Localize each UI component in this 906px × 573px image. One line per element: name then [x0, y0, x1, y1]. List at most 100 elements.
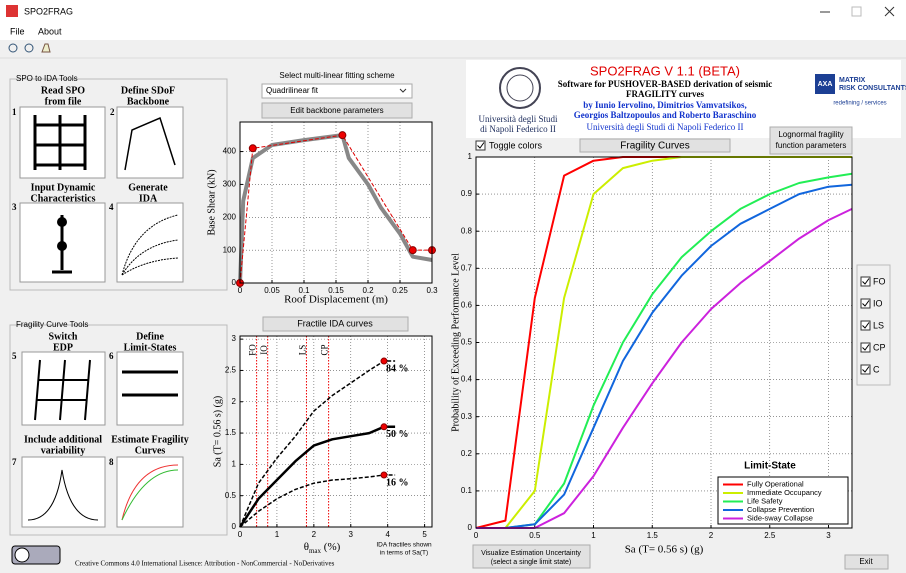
- x-tick-label: 5: [422, 530, 427, 539]
- tool-label: variability: [41, 445, 85, 456]
- variability-icon[interactable]: [22, 457, 105, 527]
- point: [249, 145, 256, 152]
- y-tick-label: 0.5: [461, 338, 473, 347]
- sponsor-name: MATRIX: [839, 77, 866, 84]
- legend-label: Side-sway Collapse: [747, 513, 813, 522]
- y-tick-label: 0.3: [461, 412, 473, 421]
- tool-label: Generate: [128, 182, 168, 193]
- y-tick-label: 1.5: [225, 428, 237, 437]
- zoom-out-tool[interactable]: [25, 44, 33, 52]
- y-tick-label: 0.1: [461, 486, 473, 495]
- tool-icons: [20, 107, 183, 527]
- tool-label: Curves: [135, 445, 166, 456]
- limit-state-toggle-label: CP: [873, 342, 886, 352]
- app-icon: [6, 5, 18, 17]
- y-axis-label: Probability of Exceeding Performance Lev…: [450, 253, 461, 432]
- menu-bar: [0, 22, 906, 40]
- tool-label: Define: [136, 331, 164, 342]
- x-tick-label: 1: [275, 530, 280, 539]
- authors: Georgios Baltzopoulos and Roberto Barasc…: [574, 110, 757, 120]
- cc-badge-mark: [15, 548, 29, 562]
- ida-icon[interactable]: [117, 203, 183, 282]
- x-axis-label: θmax (%): [304, 541, 341, 555]
- fractile-label: 16 %: [386, 477, 409, 488]
- y-tick-label: 0: [468, 523, 473, 532]
- y-tick-label: 300: [223, 180, 237, 189]
- group-title: SPO to IDA Tools: [16, 74, 78, 83]
- y-tick-label: 0.2: [461, 449, 473, 458]
- x-tick-label: 2: [312, 530, 317, 539]
- limit-state-icon[interactable]: [117, 352, 183, 425]
- menu-about[interactable]: About: [38, 26, 62, 36]
- x-tick-label: 4: [385, 530, 390, 539]
- tool-label: IDA: [139, 193, 158, 204]
- ida-note: IDA fractiles shown: [376, 542, 432, 549]
- tool-label: Limit-States: [124, 342, 177, 353]
- x-tick-label: 3: [826, 531, 831, 540]
- x-tick-label: 2.5: [764, 531, 776, 540]
- tool-number: 1: [12, 107, 17, 117]
- limit-state-toggle-label: FO: [873, 276, 886, 286]
- tool-label: Characteristics: [31, 193, 96, 204]
- x-tick-label: 0: [238, 530, 243, 539]
- tool-number: 5: [12, 351, 17, 361]
- x-tick-label: 0: [238, 286, 243, 295]
- fractile-label: 50 %: [386, 429, 409, 440]
- tool-label: EDP: [53, 342, 73, 353]
- y-tick-label: 0.5: [225, 491, 237, 500]
- x-axis-label-subscript: max: [309, 547, 322, 555]
- fragility-icon[interactable]: [117, 457, 183, 527]
- tool-label: Backbone: [127, 96, 170, 107]
- x-tick-label: 3: [349, 530, 354, 539]
- tool-label: Estimate Fragility: [111, 434, 188, 445]
- fragility-header-label: Fragility Curves: [620, 141, 689, 152]
- button-label: Lognormal fragility: [778, 130, 843, 139]
- y-tick-label: 0.9: [461, 189, 473, 198]
- y-tick-label: 1: [468, 152, 473, 161]
- tool-number: 4: [109, 202, 114, 212]
- zoom-in-tool[interactable]: [9, 44, 17, 52]
- menu-file[interactable]: File: [10, 26, 25, 36]
- y-tick-label: 100: [223, 245, 237, 254]
- axa-mark: AXA: [818, 81, 833, 88]
- y-tick-label: 2.5: [225, 366, 237, 375]
- app-title: SPO2FRAG V 1.1 (BETA): [590, 63, 740, 78]
- y-tick-label: 0.6: [461, 301, 473, 310]
- limit-state-toggle-label: C: [873, 364, 880, 374]
- plot-area: [476, 157, 852, 528]
- university-name: di Napoli Federico II: [480, 124, 556, 134]
- legend-title: Limit-State: [744, 461, 796, 472]
- y-tick-label: 0: [232, 278, 237, 287]
- y-tick-label: 0.4: [461, 375, 473, 384]
- y-tick-label: 1: [232, 459, 237, 468]
- button-label: function parameters: [776, 141, 847, 150]
- x-tick-label: 2: [709, 531, 714, 540]
- tool-label: Include additional: [24, 434, 102, 445]
- point: [409, 247, 416, 254]
- x-axis-label: Sa (T= 0.56 s) (g): [625, 544, 704, 556]
- tool-label: Input Dynamic: [31, 182, 96, 193]
- ida-note: in terms of Sa(T): [380, 550, 428, 557]
- y-axis-label: Base Shear (kN): [206, 169, 217, 235]
- x-tick-label: 0.25: [392, 286, 408, 295]
- pan-tool[interactable]: [42, 44, 50, 52]
- group-title: Fragility Curve Tools: [16, 320, 88, 329]
- limit-state-toggle-label: LS: [873, 320, 884, 330]
- button-label: (select a single limit state): [491, 559, 572, 566]
- tool-number: 8: [109, 457, 114, 467]
- tool-number: 6: [109, 351, 114, 361]
- authors: by Iunio Iervolino, Dimitrios Vamvatsiko…: [583, 100, 747, 110]
- limit-state-label: LS: [298, 345, 308, 356]
- subtitle: FRAGILITY curves: [626, 89, 704, 99]
- mass: [57, 241, 67, 251]
- read-spo-icon[interactable]: [20, 107, 105, 178]
- tool-label: Define SDoF: [121, 85, 175, 96]
- backbone-icon[interactable]: [117, 107, 183, 178]
- subtitle: Software for PUSHOVER-BASED derivation o…: [558, 79, 772, 89]
- mass: [57, 217, 67, 227]
- tool-label: Read SPO: [41, 85, 85, 96]
- limit-state-label: CP: [320, 344, 330, 355]
- fitting-prompt: Select multi-linear fitting scheme: [279, 71, 395, 80]
- y-tick-label: 400: [223, 147, 237, 156]
- affiliation: Università degli Studi di Napoli Federic…: [587, 122, 744, 132]
